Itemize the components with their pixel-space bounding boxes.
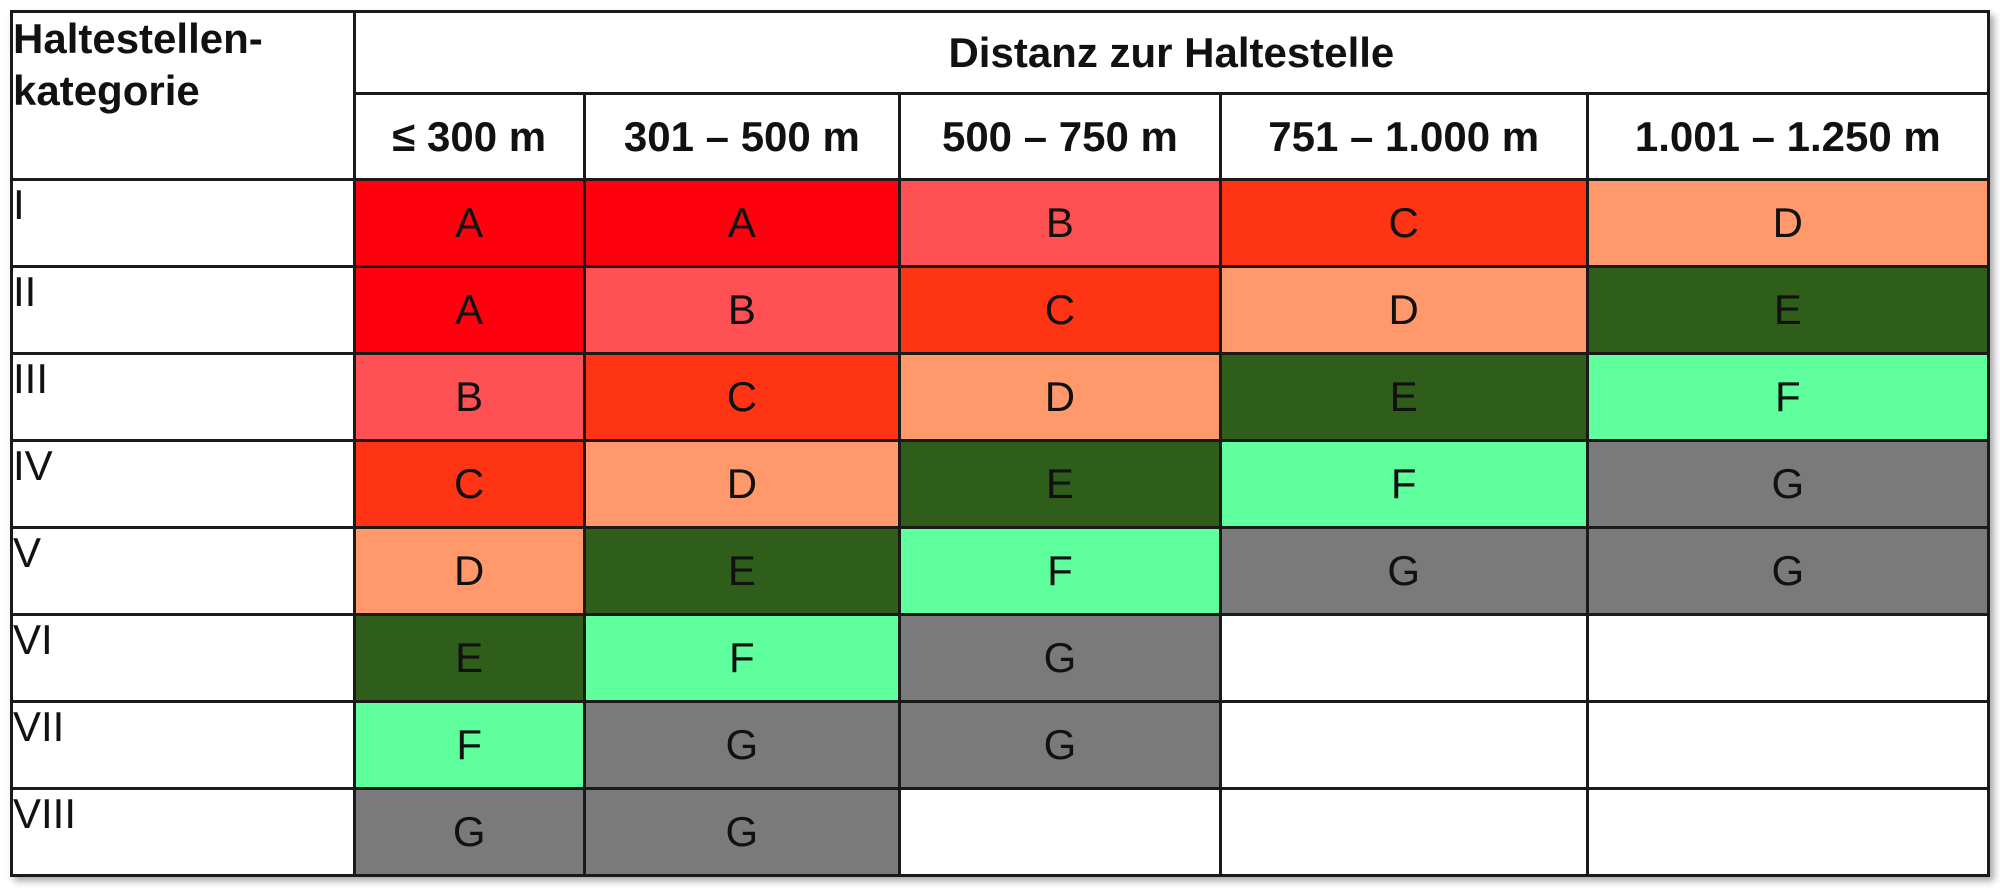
quality-class-cell: G	[1585, 526, 1991, 616]
distance-column-header: 500 – 750 m	[898, 92, 1222, 181]
quality-class-cell: C	[1218, 178, 1589, 268]
category-label: III	[10, 352, 356, 442]
quality-class-cell: E	[582, 526, 902, 616]
quality-class-cell: C	[352, 439, 586, 529]
quality-class-cell	[1218, 787, 1589, 877]
quality-class-cell: E	[898, 439, 1222, 529]
quality-class-cell: D	[1218, 265, 1589, 355]
quality-class-cell: D	[352, 526, 586, 616]
quality-class-cell: F	[898, 526, 1222, 616]
quality-class-cell: F	[582, 613, 902, 703]
quality-class-cell: B	[898, 178, 1222, 268]
quality-class-cell: E	[1585, 265, 1991, 355]
quality-class-cell: G	[352, 787, 586, 877]
quality-class-cell: F	[1218, 439, 1589, 529]
category-label: IV	[10, 439, 356, 529]
category-label: VII	[10, 700, 356, 790]
quality-class-cell: D	[582, 439, 902, 529]
category-label: V	[10, 526, 356, 616]
quality-class-cell: C	[582, 352, 902, 442]
quality-class-cell	[898, 787, 1222, 877]
category-label: VIII	[10, 787, 356, 877]
quality-class-cell: A	[352, 178, 586, 268]
table-row: V D E F G G	[10, 526, 1991, 616]
quality-class-cell: G	[582, 787, 902, 877]
distance-column-header: ≤ 300 m	[352, 92, 586, 181]
category-label: II	[10, 265, 356, 355]
quality-class-cell: G	[582, 700, 902, 790]
table-row: II A B C D E	[10, 265, 1991, 355]
quality-class-cell: G	[1585, 439, 1991, 529]
table-row: III B C D E F	[10, 352, 1991, 442]
quality-class-cell: F	[352, 700, 586, 790]
quality-class-cell: D	[898, 352, 1222, 442]
table-row: VII F G G	[10, 700, 1991, 790]
quality-class-cell: G	[898, 613, 1222, 703]
quality-class-cell: F	[1585, 352, 1991, 442]
table-row: I A A B C D	[10, 178, 1991, 268]
quality-class-cell: B	[352, 352, 586, 442]
quality-class-cell: D	[1585, 178, 1991, 268]
quality-class-cell	[1585, 787, 1991, 877]
distance-column-header: 301 – 500 m	[582, 92, 902, 181]
quality-class-cell: B	[582, 265, 902, 355]
quality-table-container: Haltestellen- kategorie Distanz zur Halt…	[10, 10, 1991, 877]
quality-class-cell: E	[352, 613, 586, 703]
table-row: IV C D E F G	[10, 439, 1991, 529]
quality-class-cell: C	[898, 265, 1222, 355]
distance-column-header: 751 – 1.000 m	[1218, 92, 1589, 181]
quality-class-cell: G	[898, 700, 1222, 790]
quality-class-cell: E	[1218, 352, 1589, 442]
category-column-header-text: Haltestellen- kategorie	[13, 15, 263, 114]
quality-class-cell	[1585, 613, 1991, 703]
distance-column-header: 1.001 – 1.250 m	[1585, 92, 1991, 181]
category-column-header: Haltestellen- kategorie	[10, 10, 356, 181]
quality-classes-table: Haltestellen- kategorie Distanz zur Halt…	[10, 10, 1991, 877]
category-label: I	[10, 178, 356, 268]
quality-class-cell: A	[582, 178, 902, 268]
table-row: VIII G G	[10, 787, 1991, 877]
quality-class-cell	[1218, 613, 1589, 703]
quality-class-cell	[1585, 700, 1991, 790]
category-label: VI	[10, 613, 356, 703]
quality-class-cell: G	[1218, 526, 1589, 616]
quality-class-cell: A	[352, 265, 586, 355]
table-row: VI E F G	[10, 613, 1991, 703]
distance-group-header: Distanz zur Haltestelle	[352, 10, 1991, 95]
quality-class-cell	[1218, 700, 1589, 790]
